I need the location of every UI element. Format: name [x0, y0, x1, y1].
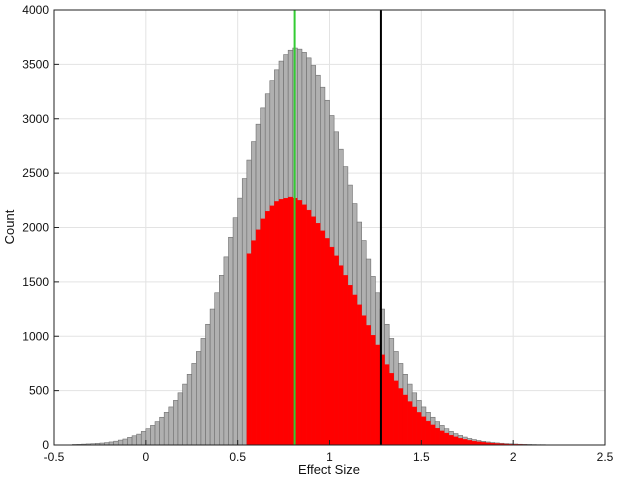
red-bar	[297, 200, 303, 446]
red-bar	[274, 201, 280, 446]
red-bar	[329, 246, 335, 446]
x-tick-labels: -0.5 0 0.5 1 1.5 2 2.5	[44, 440, 614, 464]
red-bar	[370, 335, 376, 446]
red-bar	[430, 424, 436, 446]
red-bar	[467, 440, 472, 446]
y-tick-label: 3000	[22, 112, 49, 126]
gray-bar	[122, 438, 128, 446]
red-bar	[255, 229, 261, 446]
reference-lines	[293, 10, 382, 445]
gray-bar	[219, 275, 225, 446]
red-bar	[457, 438, 463, 446]
gray-bar	[159, 416, 165, 446]
red-bar	[411, 406, 417, 446]
gray-bar	[140, 431, 147, 446]
red-bar	[333, 255, 339, 446]
red-bar	[315, 222, 321, 446]
red-bar	[471, 440, 477, 446]
red-bar	[324, 238, 330, 446]
gray-bar	[177, 392, 183, 446]
gray-bar	[136, 433, 142, 446]
red-bar	[347, 284, 353, 446]
x-tick-label: 2	[510, 450, 517, 464]
red-bar	[260, 218, 266, 446]
gray-bar	[173, 400, 179, 446]
red-bar	[393, 380, 399, 446]
y-axis-title: Count	[2, 209, 17, 244]
gray-bar	[154, 421, 160, 446]
red-bar	[416, 412, 422, 446]
red-bar	[278, 199, 284, 446]
y-tick-label: 500	[29, 384, 49, 398]
gray-bar	[200, 338, 206, 446]
red-bar	[453, 436, 459, 446]
gray-bar	[237, 197, 243, 446]
gray-bar	[186, 374, 193, 446]
red-bar	[425, 420, 431, 446]
red-bar	[448, 435, 454, 446]
x-tick-label: -0.5	[44, 450, 65, 464]
gray-bar	[209, 308, 216, 446]
gray-bar	[241, 178, 248, 446]
gray-bar	[223, 256, 229, 446]
y-tick-label: 2500	[22, 166, 49, 180]
y-tick-label: 0	[42, 438, 49, 452]
y-tick-label: 1000	[22, 329, 49, 343]
red-bar	[269, 205, 275, 446]
gray-bar	[168, 406, 174, 446]
x-tick-label: 0.5	[229, 450, 246, 464]
gray-bar	[113, 440, 119, 446]
red-bar	[301, 204, 307, 446]
red-bar	[398, 388, 404, 446]
red-bar	[421, 416, 427, 446]
red-bar	[343, 275, 349, 446]
x-axis-title: Effect Size	[298, 462, 360, 477]
red-bar	[361, 315, 367, 446]
gray-bar	[214, 292, 220, 446]
gray-bar	[163, 412, 170, 446]
gray-bar	[150, 425, 156, 446]
red-bar	[320, 230, 326, 446]
gray-bar	[182, 383, 188, 446]
gray-bar	[117, 439, 124, 446]
red-bar	[310, 216, 316, 446]
y-tick-label: 4000	[22, 3, 49, 17]
red-bar	[407, 401, 413, 446]
red-bar	[402, 394, 408, 446]
y-tick-label: 3500	[22, 57, 49, 71]
gray-bar	[232, 217, 238, 446]
red-bar	[375, 344, 381, 446]
x-tick-label: 0	[142, 450, 149, 464]
red-bar	[384, 364, 390, 446]
red-bar	[389, 373, 394, 446]
red-bar	[444, 432, 450, 446]
red-bar	[265, 211, 270, 446]
x-tick-label: 1.5	[413, 450, 430, 464]
red-bar	[462, 439, 468, 446]
red-bar	[246, 253, 252, 446]
red-bar	[434, 427, 440, 446]
red-bar	[288, 196, 293, 446]
red-bar	[352, 294, 358, 446]
red-bar	[439, 430, 445, 446]
gray-bar	[145, 428, 151, 446]
gray-bar	[191, 363, 197, 446]
red-bar	[306, 209, 312, 446]
red-bar	[356, 304, 362, 446]
y-tick-label: 1500	[22, 275, 49, 289]
y-tick-label: 2000	[22, 221, 49, 235]
gray-bar	[131, 435, 137, 446]
red-bar	[338, 265, 344, 446]
x-tick-label: 1	[326, 450, 333, 464]
red-bar	[251, 240, 257, 446]
red-bar	[283, 197, 289, 446]
gray-bar	[228, 236, 234, 446]
gray-bar	[127, 437, 133, 446]
red-bar	[366, 325, 371, 446]
y-tick-labels: 0 500 1000 1500 2000 2500 3000 3500 4000	[22, 3, 59, 452]
gray-bar	[196, 351, 202, 446]
x-tick-label: 2.5	[597, 450, 614, 464]
gray-bar	[205, 323, 211, 446]
